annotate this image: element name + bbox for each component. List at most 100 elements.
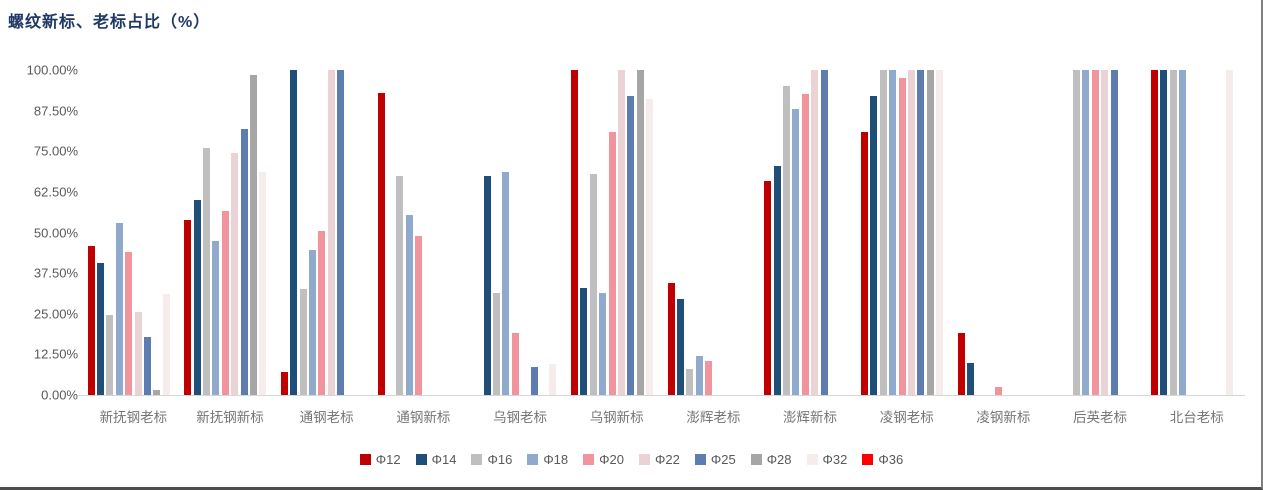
- x-category-label: 澎辉新标: [783, 410, 838, 425]
- plot-area: [85, 70, 1245, 396]
- legend-swatch-icon: [583, 454, 595, 465]
- bar-group: [472, 70, 569, 395]
- bar: [96, 263, 104, 395]
- bar: [1169, 70, 1177, 395]
- x-category-label: 乌钢新标: [589, 410, 644, 425]
- x-category-label: 通钢新标: [396, 410, 451, 425]
- bar: [396, 175, 404, 395]
- legend-label: Φ36: [878, 452, 904, 467]
- bar: [337, 70, 345, 395]
- bar: [792, 109, 800, 395]
- bar: [695, 356, 703, 395]
- bar: [967, 362, 975, 395]
- x-category-label: 通钢老标: [299, 410, 354, 425]
- x-axis: 新抚钢老标 新抚钢新标 通钢老标 通钢新标 乌钢老标 乌钢新标 澎辉老标 澎辉新标 凌钢老标 凌钢…: [85, 406, 1245, 426]
- bar-group: [85, 70, 182, 395]
- legend-item: Φ28: [750, 452, 792, 467]
- legend-item: Φ22: [639, 452, 680, 467]
- bar: [249, 74, 257, 395]
- chart-title: 螺纹新标、老标占比（%）: [8, 14, 211, 31]
- bar: [162, 294, 170, 395]
- bar: [1160, 70, 1168, 395]
- bar: [677, 299, 684, 395]
- bar-group: [375, 70, 472, 395]
- x-category-label: 凌钢新标: [976, 410, 1031, 425]
- legend-item: Φ14: [415, 452, 457, 467]
- bar: [898, 78, 906, 395]
- bar: [820, 70, 828, 395]
- bar-group: [955, 70, 1052, 395]
- bar: [549, 364, 557, 395]
- bar: [1110, 70, 1118, 395]
- legend-label: Φ20: [599, 452, 624, 467]
- bar: [1073, 70, 1081, 395]
- bar-group: [568, 70, 665, 395]
- y-tick-label: 37.50%: [33, 265, 78, 281]
- legend-swatch-icon: [527, 454, 539, 465]
- bar: [1179, 70, 1187, 395]
- bar-group: [1052, 70, 1149, 395]
- legend-label: Φ14: [431, 452, 457, 467]
- legend-label: Φ32: [822, 452, 848, 467]
- y-tick-label: 87.50%: [33, 103, 78, 119]
- bar: [926, 70, 934, 395]
- bar: [290, 70, 298, 395]
- bar: [377, 92, 385, 395]
- bar: [221, 211, 229, 395]
- bar: [1150, 70, 1158, 395]
- bar: [240, 128, 248, 395]
- legend-swatch-icon: [359, 454, 371, 465]
- x-category-label: 后英老标: [1073, 410, 1128, 425]
- legend-label: Φ16: [487, 452, 513, 467]
- legend-swatch-icon: [806, 454, 818, 465]
- bar-group: [182, 70, 279, 395]
- bar: [636, 70, 644, 395]
- bar: [493, 292, 501, 395]
- legend-swatch-icon: [471, 454, 483, 465]
- bar: [327, 70, 335, 395]
- bar: [280, 372, 288, 395]
- x-category-label: 乌钢老标: [493, 410, 548, 425]
- legend-item: Φ16: [471, 452, 512, 467]
- bar: [1101, 70, 1109, 395]
- y-tick-label: 62.50%: [33, 184, 78, 200]
- bar: [153, 390, 161, 395]
- bar: [570, 70, 578, 395]
- legend-label: Φ28: [766, 452, 792, 467]
- y-tick-label: 75.00%: [33, 143, 78, 159]
- bar: [646, 99, 654, 395]
- bar-group: [858, 70, 955, 395]
- legend-item: Φ25: [694, 452, 736, 467]
- bar: [143, 336, 151, 395]
- bar: [686, 369, 694, 395]
- legend-label: Φ25: [710, 452, 736, 467]
- bar: [627, 96, 635, 395]
- legend-label: Φ18: [543, 452, 569, 467]
- bar: [860, 131, 868, 395]
- bar: [801, 94, 809, 395]
- bar-group: [278, 70, 375, 395]
- y-tick-label: 25.00%: [33, 306, 78, 322]
- bar: [212, 240, 220, 395]
- legend-item: Φ36: [862, 452, 903, 467]
- y-tick-label: 0.00%: [41, 387, 78, 403]
- bar: [125, 252, 133, 395]
- bar: [483, 175, 491, 395]
- bar: [995, 386, 1003, 395]
- x-axis-line: [78, 395, 86, 396]
- bar: [87, 245, 95, 395]
- bar: [1082, 70, 1090, 395]
- bar: [318, 230, 326, 395]
- bar: [1226, 70, 1234, 395]
- x-category-label: 澎辉老标: [686, 410, 741, 425]
- bar: [617, 70, 625, 395]
- bar: [764, 180, 772, 395]
- bar: [309, 250, 317, 395]
- bar: [957, 333, 965, 395]
- legend-item: Φ20: [583, 452, 624, 467]
- bar: [589, 174, 597, 395]
- y-axis: 100.00% 87.50% 75.00% 62.50% 50.00% 37.50% 25.…: [0, 63, 78, 403]
- bar: [502, 172, 510, 395]
- legend-swatch-icon: [862, 454, 874, 465]
